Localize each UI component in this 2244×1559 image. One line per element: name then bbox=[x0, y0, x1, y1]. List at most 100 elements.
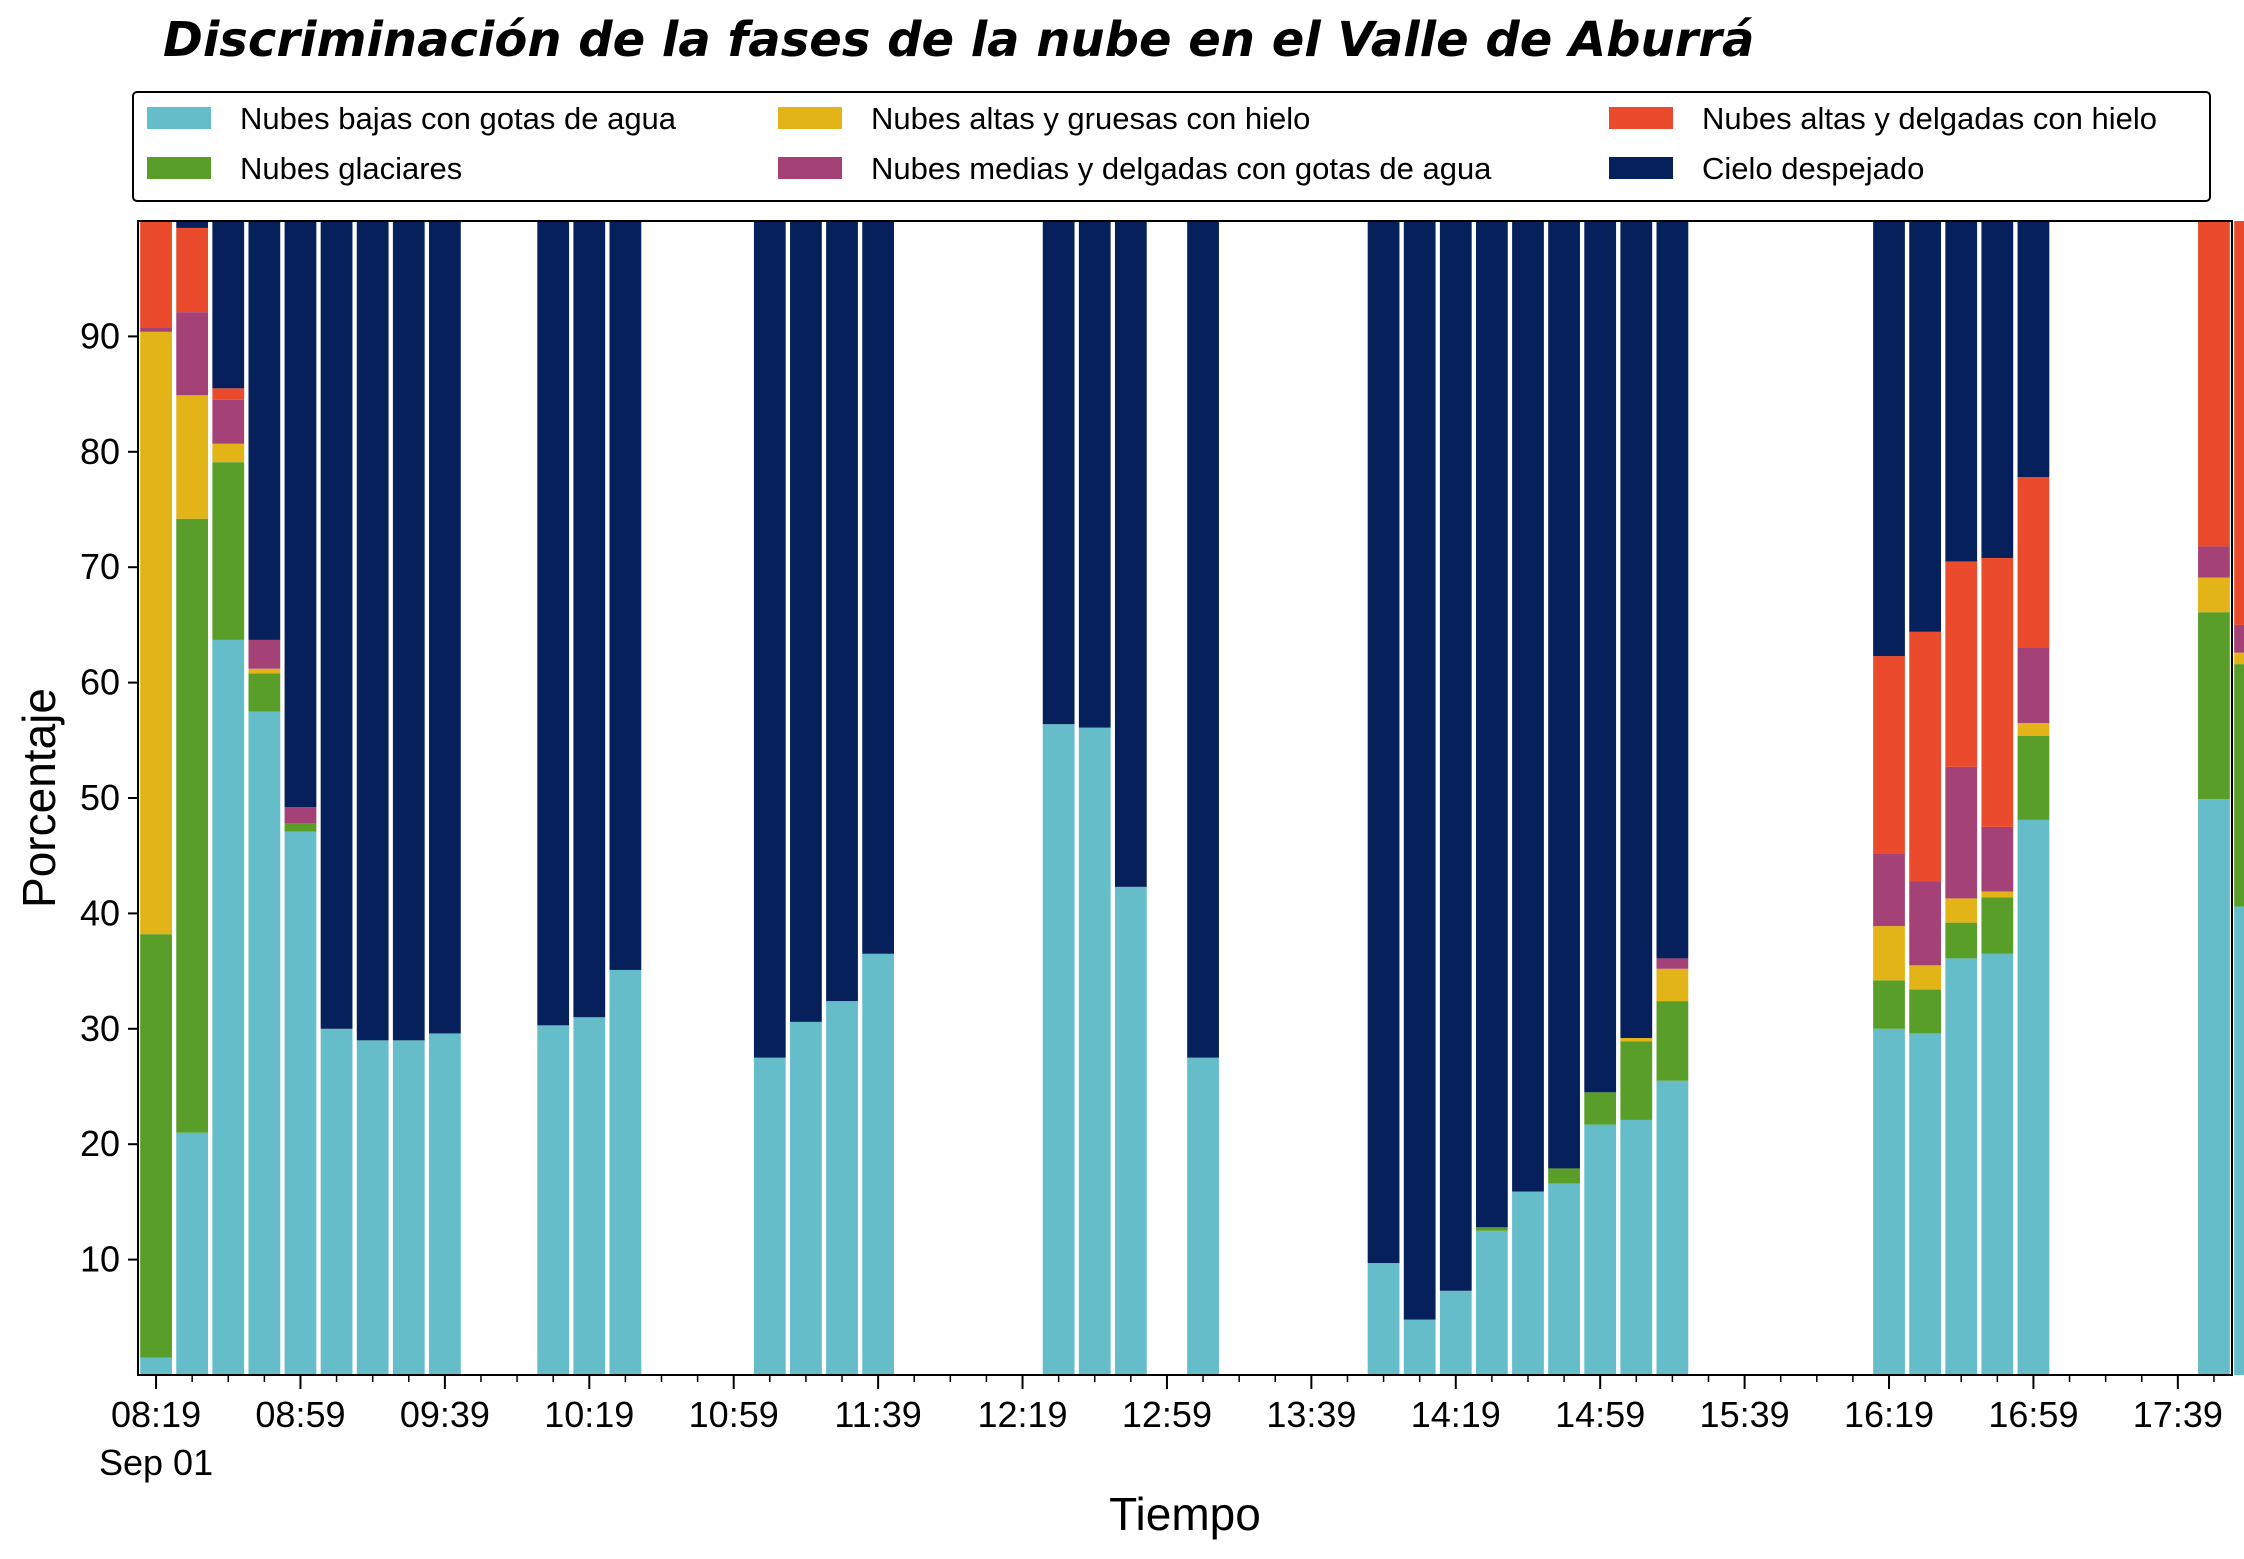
bar-segment-nubes-glaciares bbox=[212, 462, 245, 640]
x-axis-label: Tiempo bbox=[1109, 1488, 1261, 1540]
bar-segment-cielo-despejado bbox=[212, 221, 245, 389]
bar-segment-cielo-despejado bbox=[320, 221, 353, 1029]
bar-segment-nubes-glaciares bbox=[1584, 1092, 1617, 1125]
bar-segment-nubes-bajas-con-gotas-de-agua bbox=[862, 953, 895, 1375]
bar-segment-nubes-medias-y-delgadas-con-gotas-de-agua bbox=[2234, 624, 2244, 653]
legend-label-nubes-glaciares: Nubes glaciares bbox=[240, 151, 462, 186]
bar-segment-cielo-despejado bbox=[537, 221, 570, 1026]
bar-segment-nubes-altas-y-delgadas-con-hielo bbox=[140, 221, 172, 328]
bar-segment-cielo-despejado bbox=[1656, 221, 1689, 959]
x-tick-label: 15:39 bbox=[1700, 1394, 1790, 1435]
bar-segment-cielo-despejado bbox=[1548, 221, 1580, 1169]
chart-title: Discriminación de la fases de la nube en… bbox=[163, 12, 1754, 68]
bar-segment-nubes-medias-y-delgadas-con-gotas-de-agua bbox=[1656, 958, 1689, 969]
x-tick-sublabel: Sep 01 bbox=[99, 1442, 213, 1483]
bar-segment-cielo-despejado bbox=[1909, 221, 1942, 632]
bar-segment-nubes-glaciares bbox=[2017, 735, 2050, 820]
bar-segment-nubes-medias-y-delgadas-con-gotas-de-agua bbox=[176, 312, 209, 396]
bar-segment-cielo-despejado bbox=[1114, 221, 1147, 887]
x-tick-label: 10:19 bbox=[544, 1394, 634, 1435]
bar-segment-nubes-bajas-con-gotas-de-agua bbox=[392, 1040, 425, 1375]
bar-segment-nubes-bajas-con-gotas-de-agua bbox=[2017, 819, 2050, 1375]
bar-segment-nubes-altas-y-gruesas-con-hielo bbox=[2234, 652, 2244, 665]
bar-segment-nubes-glaciares bbox=[1909, 989, 1942, 1034]
bar-segment-nubes-medias-y-delgadas-con-gotas-de-agua bbox=[248, 639, 281, 669]
x-tick-label: 08:19 bbox=[111, 1394, 201, 1435]
bar-segment-nubes-glaciares bbox=[1873, 980, 1905, 1029]
bar-segment-nubes-bajas-con-gotas-de-agua bbox=[428, 1033, 461, 1375]
bar-segment-nubes-altas-y-delgadas-con-hielo bbox=[176, 227, 209, 313]
bar-segment-cielo-despejado bbox=[862, 221, 895, 954]
y-tick-label: 10 bbox=[80, 1239, 120, 1280]
x-tick-label: 16:19 bbox=[1844, 1394, 1934, 1435]
bar-segment-cielo-despejado bbox=[1620, 221, 1653, 1039]
legend-label-nubes-altas-y-gruesas-con-hielo: Nubes altas y gruesas con hielo bbox=[871, 101, 1310, 136]
bar-segment-nubes-bajas-con-gotas-de-agua bbox=[2234, 906, 2244, 1375]
bar-segment-nubes-bajas-con-gotas-de-agua bbox=[609, 969, 642, 1375]
bar-segment-nubes-bajas-con-gotas-de-agua bbox=[537, 1025, 570, 1375]
bar-segment-nubes-bajas-con-gotas-de-agua bbox=[356, 1040, 389, 1375]
bar-segment-nubes-glaciares bbox=[1620, 1041, 1653, 1120]
bar-segment-nubes-altas-y-gruesas-con-hielo bbox=[1909, 965, 1942, 990]
bar-segment-nubes-altas-y-gruesas-con-hielo bbox=[1981, 891, 2014, 898]
bar-segment-nubes-altas-y-gruesas-con-hielo bbox=[1945, 898, 1978, 923]
bar-segment-cielo-despejado bbox=[1945, 221, 1978, 562]
bar-segment-cielo-despejado bbox=[1512, 221, 1544, 1192]
bar-segment-cielo-despejado bbox=[826, 221, 858, 1002]
bar-segment-cielo-despejado bbox=[1981, 221, 2014, 558]
x-axis: 08:19 Sep 01 08:59 09:39 10:19 10:59 11:39 12:1… bbox=[99, 1375, 2223, 1483]
bar-segment-nubes-altas-y-gruesas-con-hielo bbox=[140, 331, 172, 935]
x-tick-label: 12:59 bbox=[1122, 1394, 1212, 1435]
bar-segment-nubes-altas-y-gruesas-con-hielo bbox=[176, 395, 209, 519]
bar-segment-nubes-altas-y-delgadas-con-hielo bbox=[212, 388, 245, 400]
bar-segment-cielo-despejado bbox=[284, 221, 317, 808]
bar-segment-nubes-altas-y-delgadas-con-hielo bbox=[1945, 561, 1978, 767]
bar-segment-nubes-glaciares bbox=[1475, 1227, 1508, 1231]
legend-label-nubes-bajas-con-gotas-de-agua: Nubes bajas con gotas de agua bbox=[240, 101, 677, 136]
x-tick-label: 12:19 bbox=[977, 1394, 1067, 1435]
bar-segment-nubes-medias-y-delgadas-con-gotas-de-agua bbox=[2198, 546, 2230, 578]
bar-segment-nubes-bajas-con-gotas-de-agua bbox=[248, 711, 281, 1375]
bar-segment-cielo-despejado bbox=[1187, 221, 1219, 1058]
bar-segment-nubes-bajas-con-gotas-de-agua bbox=[1909, 1033, 1942, 1375]
legend-frame bbox=[132, 91, 2211, 202]
legend: Nubes bajas con gotas de agua Nubes glaci… bbox=[132, 91, 2211, 202]
bar-segment-nubes-altas-y-delgadas-con-hielo bbox=[1981, 557, 2014, 827]
bar-segment-nubes-bajas-con-gotas-de-agua bbox=[1114, 886, 1147, 1375]
y-tick-label: 50 bbox=[80, 777, 120, 818]
bar-segment-nubes-glaciares bbox=[284, 823, 317, 832]
bar-segment-nubes-bajas-con-gotas-de-agua bbox=[1620, 1119, 1653, 1375]
bar-segment-nubes-bajas-con-gotas-de-agua bbox=[1367, 1263, 1400, 1375]
bar-segment-nubes-bajas-con-gotas-de-agua bbox=[1548, 1183, 1580, 1375]
bar-segment-cielo-despejado bbox=[1439, 221, 1472, 1291]
bar-segment-nubes-bajas-con-gotas-de-agua bbox=[1403, 1319, 1436, 1375]
x-tick-label: 09:39 bbox=[400, 1394, 490, 1435]
bar-segment-nubes-bajas-con-gotas-de-agua bbox=[320, 1028, 353, 1375]
bar-segment-nubes-medias-y-delgadas-con-gotas-de-agua bbox=[1981, 826, 2014, 892]
y-tick-label: 80 bbox=[80, 431, 120, 472]
bar-segment-cielo-despejado bbox=[176, 221, 209, 228]
bar-segment-nubes-bajas-con-gotas-de-agua bbox=[1512, 1191, 1544, 1375]
legend-swatch-nubes-medias-y-delgadas-con-gotas-de-agua bbox=[778, 157, 842, 179]
bar-segment-nubes-altas-y-gruesas-con-hielo bbox=[248, 668, 281, 674]
bar-segment-nubes-altas-y-delgadas-con-hielo bbox=[2017, 477, 2050, 648]
y-tick-label: 40 bbox=[80, 892, 120, 933]
x-tick-label: 14:19 bbox=[1411, 1394, 1501, 1435]
legend-swatch-nubes-glaciares bbox=[147, 157, 211, 179]
bar-segment-nubes-bajas-con-gotas-de-agua bbox=[176, 1132, 209, 1375]
bar-segment-nubes-bajas-con-gotas-de-agua bbox=[1439, 1290, 1472, 1375]
x-tick-label: 10:59 bbox=[689, 1394, 779, 1435]
y-axis-label: Porcentaje bbox=[13, 688, 65, 908]
x-tick-label: 17:39 bbox=[2133, 1394, 2223, 1435]
bar-segment-nubes-glaciares bbox=[1656, 1001, 1689, 1081]
y-tick-label: 30 bbox=[80, 1008, 120, 1049]
legend-label-nubes-medias-y-delgadas-con-gotas-de-agua: Nubes medias y delgadas con gotas de agu… bbox=[871, 151, 1492, 186]
bar-segment-cielo-despejado bbox=[392, 221, 425, 1041]
legend-label-nubes-altas-y-delgadas-con-hielo: Nubes altas y delgadas con hielo bbox=[1702, 101, 2157, 136]
bar-segment-nubes-medias-y-delgadas-con-gotas-de-agua bbox=[1909, 881, 1942, 966]
bar-segment-nubes-glaciares bbox=[1548, 1168, 1580, 1184]
bar-segment-nubes-bajas-con-gotas-de-agua bbox=[1475, 1230, 1508, 1375]
bar-segment-nubes-altas-y-gruesas-con-hielo bbox=[212, 443, 245, 463]
bar-segment-nubes-altas-y-gruesas-con-hielo bbox=[1873, 926, 1905, 981]
bar-segment-nubes-bajas-con-gotas-de-agua bbox=[573, 1017, 606, 1375]
